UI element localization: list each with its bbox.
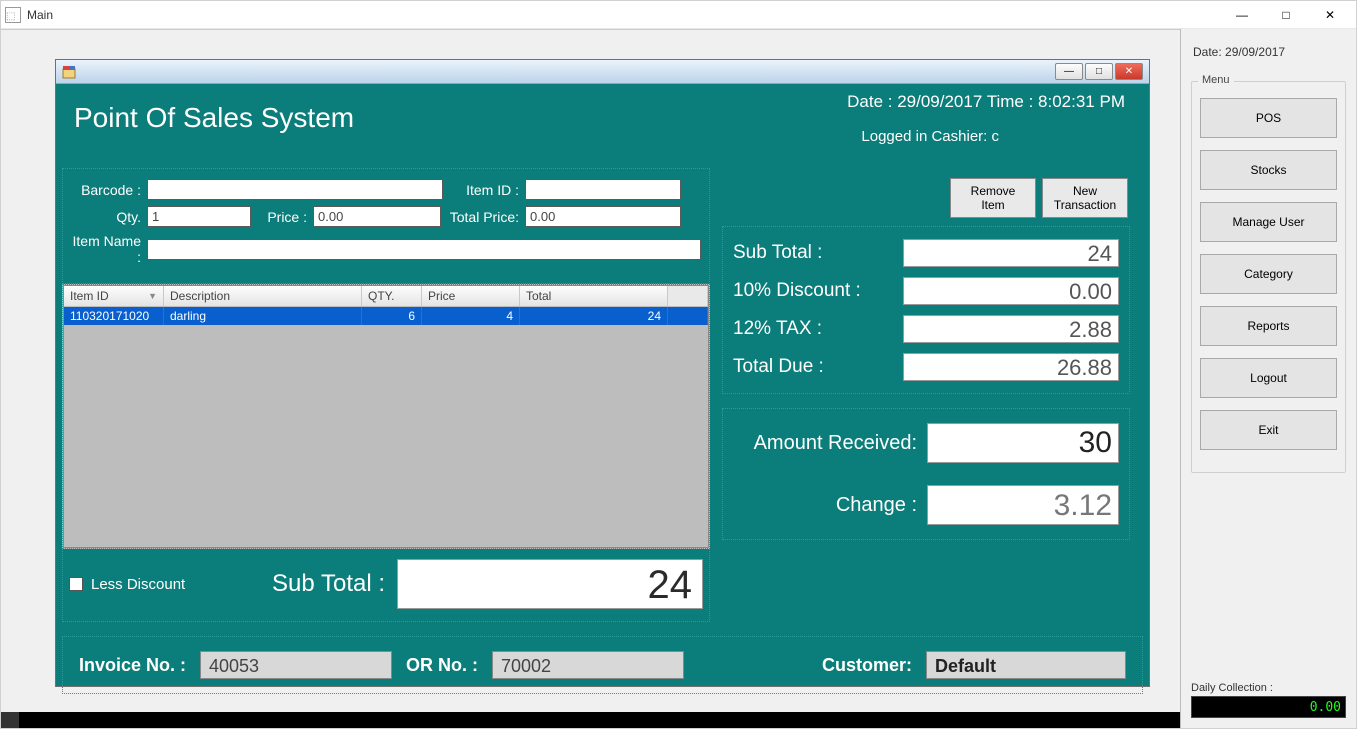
menu-group: Menu POS Stocks Manage User Category Rep… [1191,81,1346,473]
new-transaction-button[interactable]: New Transaction [1042,178,1128,218]
menu-manage-user-button[interactable]: Manage User [1200,202,1337,242]
totals-panel: Sub Total :24 10% Discount :0.00 12% TAX… [722,226,1130,394]
item-id-input[interactable] [525,179,681,200]
menu-exit-button[interactable]: Exit [1200,410,1337,450]
mdi-client-area: — □ ✕ Point Of Sales System Date : 29/09… [1,29,1180,728]
totals-due-label: Total Due : [733,356,903,378]
invoice-no-label: Invoice No. : [79,655,186,676]
pos-window: — □ ✕ Point Of Sales System Date : 29/09… [55,59,1150,687]
price-label: Price : [251,209,313,225]
col-total[interactable]: Total [520,286,668,306]
daily-collection: Daily Collection : 0.00 [1191,682,1346,718]
item-name-input[interactable] [147,239,701,260]
qty-input[interactable] [147,206,251,227]
menu-logout-button[interactable]: Logout [1200,358,1337,398]
header-section: Point Of Sales System Date : 29/09/2017 … [56,84,1149,168]
close-button[interactable]: ✕ [1308,4,1352,26]
main-window: Main — □ ✕ — □ ✕ [0,0,1357,729]
totals-tax-value: 2.88 [903,315,1119,343]
subtotal-display: 24 [397,559,703,609]
subtotal-label: Sub Total : [272,570,385,598]
pos-minimize-button[interactable]: — [1055,63,1083,80]
grid-header: Item ID▼ Description QTY. Price Total [64,286,708,307]
item-entry-panel: Barcode : Item ID : Qty. Price : [62,168,710,284]
totals-subtotal-value: 24 [903,239,1119,267]
main-titlebar: Main — □ ✕ [1,1,1356,29]
amount-received-label: Amount Received: [733,432,927,455]
total-price-input[interactable] [525,206,681,227]
amount-received-input[interactable] [927,423,1119,463]
change-label: Change : [733,494,927,517]
barcode-label: Barcode : [71,182,147,198]
item-id-label: Item ID : [443,182,525,198]
menu-group-label: Menu [1198,74,1234,86]
payment-panel: Amount Received: Change :3.12 [722,408,1130,540]
customer-value: Default [926,651,1126,679]
change-value: 3.12 [927,485,1119,525]
app-icon [5,7,21,23]
less-discount-label: Less Discount [91,576,185,593]
remove-item-button[interactable]: Remove Item [950,178,1036,218]
totals-subtotal-label: Sub Total : [733,242,903,264]
form-icon [62,65,76,79]
or-no-label: OR No. : [406,655,478,676]
totals-due-value: 26.88 [903,353,1119,381]
daily-collection-label: Daily Collection : [1191,682,1346,694]
side-panel: Date: 29/09/2017 Menu POS Stocks Manage … [1180,29,1356,728]
pos-close-button[interactable]: ✕ [1115,63,1143,80]
or-no-value: 70002 [492,651,684,679]
item-name-label: Item Name : [71,233,147,265]
maximize-button[interactable]: □ [1264,4,1308,26]
grid-empty-area [64,325,708,547]
price-input[interactable] [313,206,441,227]
items-grid[interactable]: Item ID▼ Description QTY. Price Total 11… [63,285,709,548]
col-qty[interactable]: QTY. [362,286,422,306]
minimize-button[interactable]: — [1220,4,1264,26]
totals-discount-value: 0.00 [903,277,1119,305]
invoice-panel: Invoice No. : 40053 OR No. : 70002 Custo… [62,636,1143,694]
main-title: Main [27,8,53,22]
table-row[interactable]: 110320171020 darling 6 4 24 [64,307,708,325]
subtotal-panel: Less Discount Sub Total : 24 [62,549,710,622]
side-date: Date: 29/09/2017 [1191,41,1346,63]
header-datetime: Date : 29/09/2017 Time : 8:02:31 PM [847,92,1125,112]
invoice-no-value: 40053 [200,651,392,679]
col-item-id[interactable]: Item ID▼ [64,286,164,306]
pos-maximize-button[interactable]: □ [1085,63,1113,80]
customer-label: Customer: [822,655,912,676]
barcode-input[interactable] [147,179,443,200]
pos-titlebar[interactable]: — □ ✕ [56,60,1149,84]
menu-category-button[interactable]: Category [1200,254,1337,294]
col-price[interactable]: Price [422,286,520,306]
totals-discount-label: 10% Discount : [733,280,903,302]
qty-label: Qty. [71,209,147,225]
totals-tax-label: 12% TAX : [733,318,903,340]
cashier-info: Logged in Cashier: c [861,128,999,145]
menu-stocks-button[interactable]: Stocks [1200,150,1337,190]
total-price-label: Total Price: [441,209,525,225]
status-bar [1,712,1180,728]
col-description[interactable]: Description [164,286,362,306]
less-discount-checkbox[interactable] [69,577,83,591]
daily-collection-value: 0.00 [1191,696,1346,718]
menu-pos-button[interactable]: POS [1200,98,1337,138]
menu-reports-button[interactable]: Reports [1200,306,1337,346]
